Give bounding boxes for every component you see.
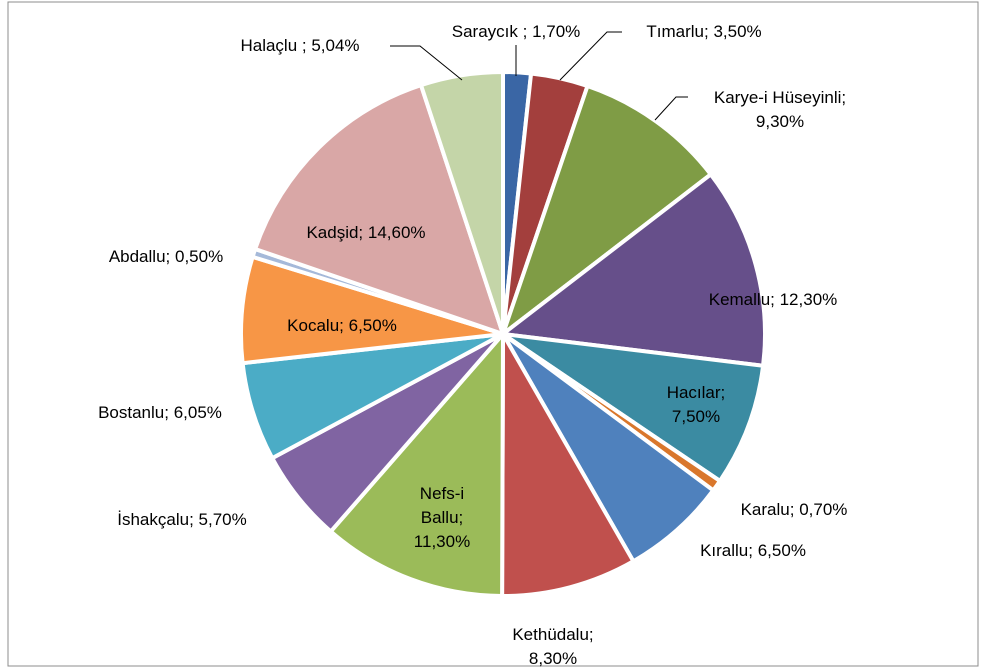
value-label: 14,60% xyxy=(367,223,426,242)
pie-slice xyxy=(498,83,714,340)
data-label: Kethüdalu; 8,30% xyxy=(498,623,608,668)
data-label: İshakçalu; 5,70% xyxy=(117,508,246,532)
category-label: Kırallu; xyxy=(700,541,753,560)
data-label: Kocalu; 6,50% xyxy=(287,314,397,338)
category-label: Nefs-i Ballu; xyxy=(419,484,465,527)
pie-slice xyxy=(500,326,637,598)
category-label: Halaçlu ; xyxy=(240,36,307,55)
category-label: Abdallu; xyxy=(108,247,171,266)
value-label: 9,30% xyxy=(755,112,805,131)
data-label: Kadşid; 14,60% xyxy=(306,221,425,245)
pie-slice xyxy=(501,332,766,484)
value-label: 5,70% xyxy=(198,510,247,529)
value-label: 5,04% xyxy=(311,36,360,55)
value-label: 12,30% xyxy=(779,290,838,309)
leader-line xyxy=(559,31,622,81)
data-label: Bostanlu; 6,05% xyxy=(98,401,222,425)
category-label: Kocalu; xyxy=(287,316,344,335)
pie-slice xyxy=(327,328,506,599)
category-label: Hacılar; xyxy=(666,383,726,402)
value-label: 3,50% xyxy=(713,22,762,41)
data-label: Karye-i Hüseyinli; 9,30% xyxy=(695,86,865,134)
data-label: Karalu; 0,70% xyxy=(741,498,848,522)
value-label: 0,70% xyxy=(799,500,848,519)
data-label: Tımarlu; 3,50% xyxy=(646,20,761,44)
category-label: Tımarlu; xyxy=(646,22,709,41)
data-label: Nefs-i Ballu; 11,30% xyxy=(411,482,473,554)
category-label: Karalu; xyxy=(740,500,795,519)
data-label: Hacılar; 7,50% xyxy=(656,381,736,429)
category-label: İshakçalu; xyxy=(117,510,194,529)
value-label: 11,30% xyxy=(413,532,471,551)
leader-line xyxy=(390,45,463,81)
data-label: Abdallu; 0,50% xyxy=(109,245,223,269)
category-label: Karye-i Hüseyinli; xyxy=(713,88,847,107)
category-label: Kadşid; xyxy=(306,223,364,242)
category-label: Bostanlu; xyxy=(98,403,169,422)
category-label: Saraycık ; xyxy=(451,22,528,41)
category-label: Kemallu; xyxy=(708,290,775,309)
value-label: 6,50% xyxy=(757,541,806,560)
value-label: 0,50% xyxy=(174,247,224,266)
value-label: 1,70% xyxy=(532,22,581,41)
data-label: Kemallu; 12,30% xyxy=(709,288,838,312)
pie-slice xyxy=(497,171,767,369)
value-label: 7,50% xyxy=(671,407,721,426)
pie-slice xyxy=(418,69,505,335)
leader-line xyxy=(654,96,688,121)
data-label: Kırallu; 6,50% xyxy=(700,539,806,563)
value-label: 6,05% xyxy=(173,403,222,422)
category-label: Kethüdalu; xyxy=(512,625,594,644)
data-label: Halaçlu ; 5,04% xyxy=(240,34,359,58)
value-label: 8,30% xyxy=(528,649,578,668)
data-label: Saraycık ; 1,70% xyxy=(452,20,581,44)
value-label: 6,50% xyxy=(348,316,397,335)
